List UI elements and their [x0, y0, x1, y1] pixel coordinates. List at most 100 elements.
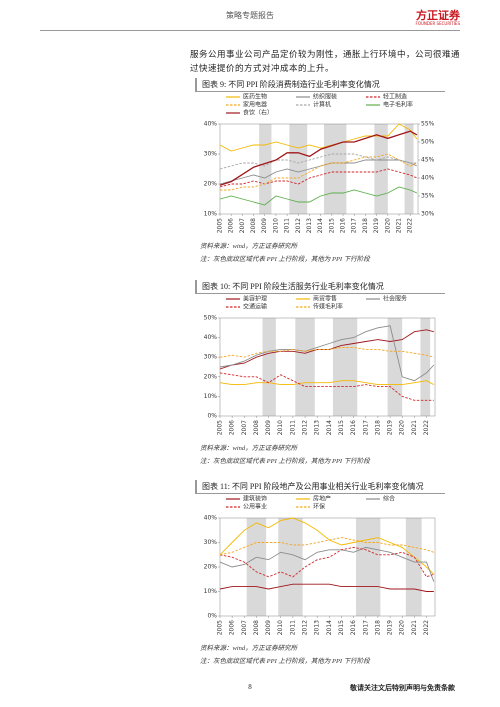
- header-title: 策略专题报告: [226, 11, 274, 20]
- note: 注：灰色底纹区域代表 PPI 上行阶段，其他为 PPI 下行阶段: [200, 458, 370, 465]
- y2-tick-label: 50%: [421, 139, 435, 146]
- x-tick-label: 2006: [228, 218, 235, 233]
- legend-label: 计算机: [313, 101, 331, 109]
- y2-tick-label: 30%: [421, 211, 435, 218]
- x-tick-label: 2022: [407, 218, 414, 233]
- disclaimer: 敬请关注文后特别声明与免责条款: [350, 684, 455, 692]
- y-tick-label: 50%: [204, 315, 218, 322]
- x-tick-label: 2008: [253, 420, 260, 435]
- x-tick-label: 2014: [326, 620, 333, 635]
- y2-tick-label: 45%: [421, 157, 435, 164]
- x-tick-label: 2016: [350, 420, 357, 435]
- logo-sub: FOUNDER SECURITIES: [415, 21, 460, 26]
- note: 注：灰色底纹区域代表 PPI 上行阶段，其他为 PPI 下行阶段: [200, 658, 370, 665]
- x-tick-label: 2006: [229, 620, 236, 635]
- y-tick-label: 20%: [204, 373, 218, 380]
- series-line: [219, 537, 434, 556]
- figure-caption: 图表 11: 不同 PPI 阶段地产及公用事业相关行业毛利率变化情况: [195, 480, 445, 494]
- shaded-period: [332, 318, 358, 416]
- plot-frame: [219, 317, 436, 417]
- header-rule: [40, 30, 460, 31]
- x-tick-label: 2011: [289, 420, 296, 435]
- legend-label: 医药生物: [243, 93, 267, 101]
- series-line: [219, 346, 434, 358]
- x-tick-label: 2007: [241, 620, 248, 635]
- y-tick-label: 40%: [204, 334, 218, 341]
- legend-label: 综合: [383, 495, 395, 503]
- y2-tick-label: 55%: [421, 121, 435, 128]
- source: 资料来源：wind，方正证券研究所: [200, 645, 298, 652]
- x-tick-label: 2021: [395, 218, 402, 233]
- y-tick-label: 40%: [204, 121, 218, 128]
- chart: 10% 20% 30% 40% 30% 35% 40% 45% 50% 55% 2005 2006 20…: [204, 93, 435, 234]
- series-line: [219, 546, 435, 582]
- x-tick-label: 2009: [265, 620, 272, 635]
- x-tick-label: 2017: [362, 420, 369, 435]
- series-line: [219, 325, 435, 382]
- shaded-period: [259, 124, 272, 214]
- y-tick-label: 0%: [207, 613, 217, 620]
- x-tick-label: 2008: [253, 620, 260, 635]
- x-tick-label: 2015: [338, 420, 345, 435]
- x-tick-label: 2018: [362, 218, 369, 233]
- x-tick-label: 2018: [374, 420, 381, 435]
- x-tick-label: 2010: [272, 218, 279, 233]
- y-tick-label: 10%: [204, 393, 218, 400]
- y-tick-label: 30%: [204, 151, 218, 158]
- x-tick-label: 2005: [217, 218, 224, 233]
- shaded-period: [278, 518, 303, 616]
- x-tick-label: 2013: [314, 420, 321, 435]
- shaded-period: [387, 318, 403, 416]
- y-tick-label: 20%: [204, 181, 218, 188]
- y-tick-label: 40%: [204, 515, 218, 522]
- series-line: [219, 372, 434, 401]
- page-number: 8: [248, 683, 252, 691]
- shaded-period: [356, 518, 381, 616]
- x-tick-label: 2012: [302, 620, 309, 635]
- legend-label: 轻工制造: [383, 93, 407, 101]
- y-tick-label: 0%: [207, 413, 217, 420]
- y-tick-label: 10%: [204, 211, 218, 218]
- series-line: [219, 583, 434, 592]
- x-tick-label: 2022: [423, 420, 430, 435]
- source: 资料来源：wind，方正证券研究所: [200, 243, 298, 250]
- x-tick-label: 2020: [384, 218, 391, 233]
- legend-label: 建筑装饰: [243, 495, 267, 503]
- x-tick-label: 2010: [277, 620, 284, 635]
- x-tick-label: 2015: [328, 218, 335, 233]
- logo: 方正证券: [416, 9, 460, 22]
- legend-label: 家用电器: [243, 101, 267, 109]
- shaded-period: [405, 518, 422, 616]
- x-tick-label: 2007: [239, 218, 246, 233]
- x-tick-label: 2011: [284, 218, 291, 233]
- series-line: [219, 546, 434, 578]
- legend-label: 社会服务: [383, 295, 407, 303]
- legend-label: 公用事业: [243, 503, 267, 511]
- shaded-period: [324, 124, 347, 214]
- shaded-period: [404, 124, 414, 214]
- legend-label: 交通运输: [243, 303, 267, 311]
- intro-line: 过快速提价的方式对冲成本的上升。: [190, 63, 335, 73]
- series-line: [219, 123, 418, 152]
- shaded-period: [295, 318, 315, 416]
- x-tick-label: 2012: [302, 420, 309, 435]
- x-tick-label: 2021: [411, 420, 418, 435]
- chart: 0% 10% 20% 30% 40% 50% 2005 2006 2007 2008 2009 201…: [204, 295, 436, 435]
- y-tick-label: 20%: [204, 564, 218, 571]
- x-tick-label: 2019: [373, 218, 380, 233]
- x-tick-label: 2021: [411, 620, 418, 635]
- shaded-period: [246, 518, 267, 616]
- x-tick-label: 2006: [229, 420, 236, 435]
- x-tick-label: 2020: [399, 420, 406, 435]
- y-tick-label: 30%: [204, 354, 218, 361]
- legend-label: 电子毛利率: [383, 101, 413, 109]
- x-tick-label: 2016: [350, 620, 357, 635]
- x-tick-label: 2013: [306, 218, 313, 233]
- x-tick-label: 2017: [362, 620, 369, 635]
- x-tick-label: 2008: [250, 218, 257, 233]
- series-line: [219, 130, 418, 186]
- legend-label: 商贸零售: [313, 295, 337, 303]
- x-tick-label: 2019: [387, 420, 394, 435]
- x-tick-label: 2016: [340, 218, 347, 233]
